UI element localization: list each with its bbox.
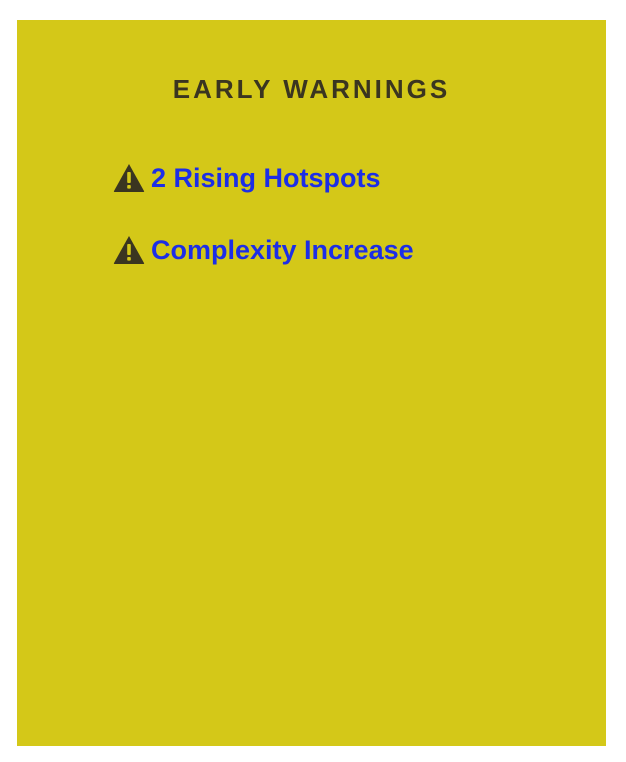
warning-list: 2 Rising Hotspots Complexity Increase xyxy=(113,160,414,304)
warning-triangle-icon xyxy=(113,235,145,265)
warning-item-rising-hotspots[interactable]: 2 Rising Hotspots xyxy=(113,160,414,196)
panel-title: EARLY WARNINGS xyxy=(172,74,451,104)
warning-link-complexity-increase[interactable]: Complexity Increase xyxy=(151,235,414,265)
warning-triangle-icon xyxy=(113,163,145,193)
warning-item-complexity-increase[interactable]: Complexity Increase xyxy=(113,232,414,268)
early-warnings-panel: EARLY WARNINGS 2 Rising Hotspots Comple xyxy=(17,20,606,746)
warning-link-rising-hotspots[interactable]: 2 Rising Hotspots xyxy=(151,163,381,193)
